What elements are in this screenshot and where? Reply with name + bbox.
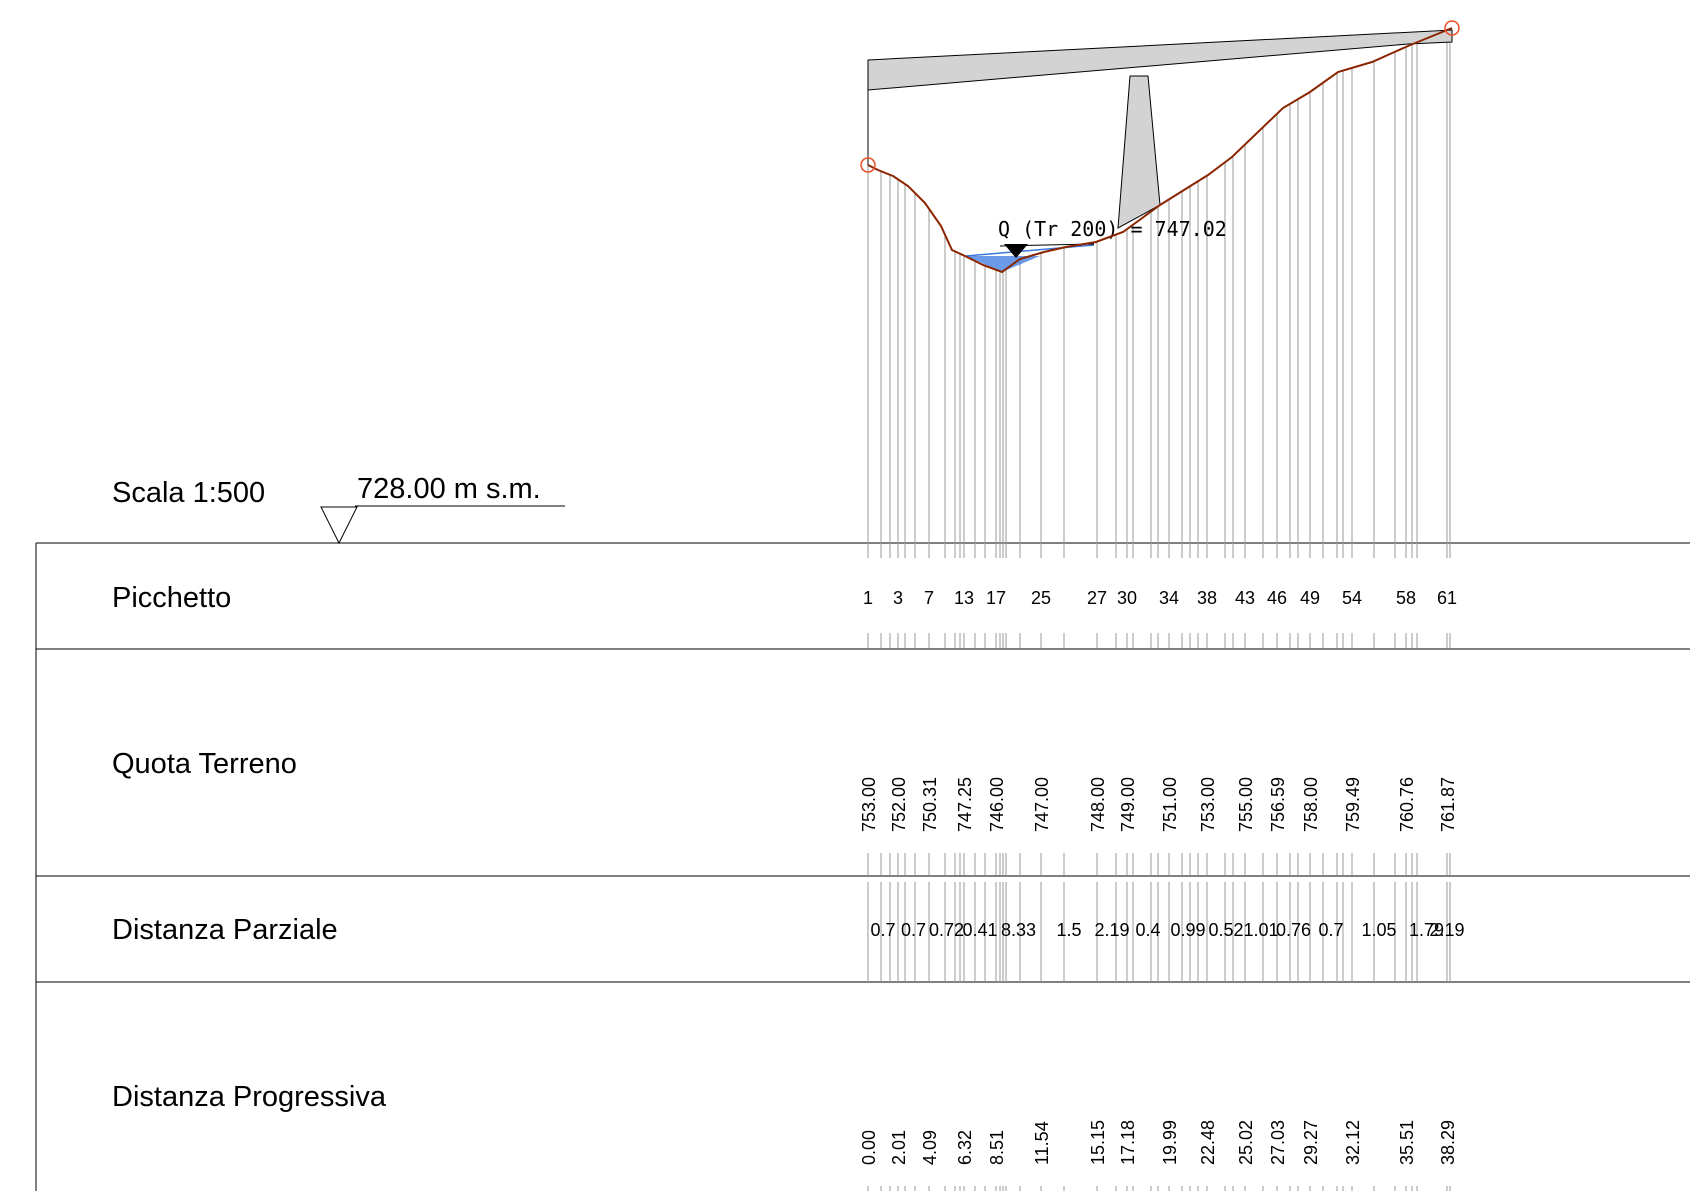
distanza-progressiva-label: 2.01	[889, 1130, 909, 1165]
datum-label: 728.00 m s.m.	[357, 473, 541, 505]
quota-terreno-label: 747.00	[1032, 777, 1052, 832]
quota-terreno-label: 747.25	[955, 777, 975, 832]
bridge-pier	[1117, 75, 1161, 229]
endpoint-left-marker	[860, 157, 876, 173]
picchetto-label: 49	[1300, 588, 1320, 608]
distanza-parziale-label: 0.72	[929, 920, 964, 940]
terrain-profile-line	[867, 27, 1453, 274]
quota-terreno-label: 746.00	[987, 777, 1007, 832]
distanza-progressiva-label: 19.99	[1160, 1120, 1180, 1165]
quota-terreno-label: 759.49	[1343, 777, 1363, 832]
water: Q (Tr 200) = 747.02	[965, 217, 1227, 272]
distanza-progressiva-label: 29.27	[1301, 1120, 1321, 1165]
distanza-progressiva-label: 35.51	[1397, 1120, 1417, 1165]
distanza-parziale-label: 1.05	[1361, 920, 1396, 940]
distanza-progressiva-label: 0.00	[859, 1130, 879, 1165]
distanza-parziale-label: 1.01	[1243, 920, 1278, 940]
picchetto-label: 58	[1396, 588, 1416, 608]
row-label-quota-terreno: Quota Terreno	[112, 748, 297, 780]
distanza-parziale-label: 0.4	[1135, 920, 1160, 940]
picchetto-label: 30	[1117, 588, 1137, 608]
distanza-progressiva-label: 8.51	[987, 1130, 1007, 1165]
distanza-parziale-label: 1.79	[1409, 920, 1444, 940]
distanza-progressiva-label: 15.15	[1088, 1120, 1108, 1165]
picchetto-label: 17	[986, 588, 1006, 608]
distanza-progressiva-label: 6.32	[955, 1130, 975, 1165]
distanza-parziale-label: 0.7	[901, 920, 926, 940]
picchetto-label: 54	[1342, 588, 1362, 608]
picchetto-label: 7	[924, 588, 934, 608]
quota-terreno-label: 750.31	[920, 777, 940, 832]
datum-triangle-icon	[320, 506, 358, 545]
bridge-deck	[867, 29, 1453, 91]
picchetto-label: 61	[1437, 588, 1457, 608]
distanza-parziale-label: 0.76	[1276, 920, 1311, 940]
quota-terreno-label: 752.00	[889, 777, 909, 832]
picchetto-label: 27	[1087, 588, 1107, 608]
water-level-triangle-icon	[1004, 244, 1028, 258]
quota-terreno-label: 760.76	[1397, 777, 1417, 832]
water-fill	[966, 256, 1040, 272]
data-table	[35, 542, 1690, 1191]
table-values: 1 3 7 13 17 25 27 30 34 38 43 46 49 54 58 61 753.00 752.0…	[859, 588, 1465, 1165]
distanza-parziale-label: 2.19	[1429, 920, 1464, 940]
picchetto-label: 34	[1159, 588, 1179, 608]
quota-terreno-label: 753.00	[859, 777, 879, 832]
picchetto-label: 1	[863, 588, 873, 608]
picchetto-label: 38	[1197, 588, 1217, 608]
distanza-parziale-label: 2.19	[1094, 920, 1129, 940]
water-level-label: Q (Tr 200) = 747.02	[998, 217, 1227, 241]
distanza-parziale-label: 0.41	[962, 920, 997, 940]
row-label-distanza-parziale: Distanza Parziale	[112, 914, 338, 946]
distanza-parziale-label: 0.7	[870, 920, 895, 940]
distanza-parziale-label: 0.7	[1318, 920, 1343, 940]
quota-terreno-label: 756.59	[1268, 777, 1288, 832]
distanza-progressiva-label: 32.12	[1343, 1120, 1363, 1165]
distanza-progressiva-label: 17.18	[1118, 1120, 1138, 1165]
distanza-progressiva-label: 38.29	[1438, 1120, 1458, 1165]
bridge-structure	[867, 29, 1453, 229]
quota-terreno-label: 748.00	[1088, 777, 1108, 832]
distanza-progressiva-label: 25.02	[1236, 1120, 1256, 1165]
quota-terreno-label: 751.00	[1160, 777, 1180, 832]
picchetto-label: 25	[1031, 588, 1051, 608]
distanza-parziale-label: 0.52	[1208, 920, 1243, 940]
distanza-parziale-label: 1.5	[1056, 920, 1081, 940]
quota-terreno-label: 753.00	[1198, 777, 1218, 832]
guide-lines	[867, 28, 1451, 1191]
quota-terreno-label: 758.00	[1301, 777, 1321, 832]
quota-terreno-label: 761.87	[1438, 777, 1458, 832]
water-surface-line	[965, 244, 1095, 257]
endpoint-right-marker	[1444, 20, 1460, 36]
distanza-parziale-label: 8.33	[1001, 920, 1036, 940]
distanza-progressiva-label: 27.03	[1268, 1120, 1288, 1165]
quota-terreno-label: 755.00	[1236, 777, 1256, 832]
row-label-distanza-progressiva: Distanza Progressiva	[112, 1081, 387, 1113]
picchetto-label: 13	[954, 588, 974, 608]
distanza-progressiva-label: 22.48	[1198, 1120, 1218, 1165]
row-label-picchetto: Picchetto	[112, 582, 231, 614]
picchetto-label: 3	[893, 588, 903, 608]
scale-label: Scala 1:500	[112, 477, 265, 509]
distanza-progressiva-label: 11.54	[1032, 1121, 1052, 1165]
distanza-parziale-label: 0.99	[1170, 920, 1205, 940]
distanza-progressiva-label: 4.09	[920, 1130, 940, 1165]
quota-terreno-label: 749.00	[1118, 777, 1138, 832]
picchetto-label: 43	[1235, 588, 1255, 608]
picchetto-label: 46	[1267, 588, 1287, 608]
